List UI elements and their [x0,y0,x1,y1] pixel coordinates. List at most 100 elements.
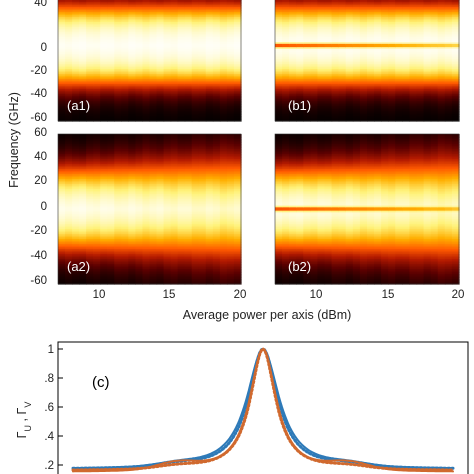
heatmap-cell [135,87,144,90]
heatmap-cell [296,84,304,87]
heatmap-cell [416,27,425,30]
heatmap-cell [219,107,228,110]
heatmap-cell [226,15,235,18]
heatmap-cell [367,5,375,8]
heatmap-cell [58,33,66,37]
heatmap-cell [72,114,80,117]
heatmap-cell [444,45,453,48]
heatmap-cell [72,235,80,238]
heatmap-cell [107,70,115,73]
heatmap-cell [107,37,115,40]
heatmap-cell [114,60,122,63]
heatmap-cell [345,75,354,78]
heatmap-cell [191,0,200,3]
heatmap-cell [114,13,122,16]
heatmap-cell [219,77,228,80]
heatmap-cell [444,3,453,6]
heatmap-cell [93,100,101,104]
heatmap-cell [86,79,94,82]
heatmap-cell [184,100,193,104]
heatmap-cell [205,28,214,31]
heatmap-cell [437,10,446,13]
heatmap-cell [303,104,311,107]
heatmap-cell [86,102,94,105]
heatmap-cell [345,102,354,105]
heatmap-cell [409,67,418,70]
heatmap-cell [310,50,319,53]
heatmap-cell [184,15,193,18]
heatmap-cell [451,37,460,40]
heatmap-cell [79,182,87,185]
heatmap-cell [128,65,137,68]
heatmap-cell [72,47,80,50]
heatmap-cell [65,82,73,85]
heatmap-cell [402,18,411,21]
heatmap-cell [142,92,151,95]
heatmap-cell [226,16,235,20]
heatmap-cell [212,47,221,50]
heatmap-cell [367,18,375,21]
heatmap-cell [226,53,235,57]
heatmap-cell [128,16,137,20]
heatmap-cell [437,38,446,42]
heatmap-cell [58,180,66,183]
heatmap-cell [282,43,290,47]
heatmap-cell [58,185,66,188]
heatmap-cell [58,245,66,248]
heatmap-cell [409,11,418,15]
heatmap-cell [142,22,151,25]
heatmap-cell [65,157,73,160]
heatmap-cell [345,10,354,13]
heatmap-cell [367,65,375,68]
heatmap-cell [198,97,207,100]
heatmap-cell [381,70,389,73]
heatmap-cell [338,0,347,3]
heatmap-cell [79,70,87,73]
heatmap-cell [444,92,453,95]
heatmap-cell [205,18,214,21]
heatmap-cell [79,119,87,122]
heatmap-cell [388,92,396,95]
heatmap-cell [289,119,297,122]
heatmap-cell [100,0,108,3]
heatmap-cell [72,260,80,263]
heatmap-cell [430,52,439,55]
heatmap-cell [198,117,207,120]
heatmap-cell [58,250,66,253]
heatmap-cell [79,99,87,102]
heatmap-cell [282,72,290,75]
heatmap-cell [79,16,87,20]
heatmap-cell [331,80,340,84]
heatmap-cell [177,79,186,82]
heatmap-cell [331,0,340,3]
heatmap-cell [100,38,108,42]
heatmap-cell [100,22,108,25]
heatmap-cell [402,1,411,5]
heatmap-cell [212,52,221,55]
heatmap-cell [345,20,354,23]
heatmap-cell [338,53,347,57]
heatmap-cell [135,38,144,42]
heatmap-cell [72,154,80,157]
heatmap-cell [219,40,228,43]
heatmap-cell [388,45,396,48]
heatmap-cell [388,40,396,43]
heatmap-cell [402,107,411,110]
heatmap-cell [388,67,396,70]
heatmap-cell [100,27,108,30]
heatmap-cell [191,55,200,58]
heatmap-cell [177,30,186,33]
heatmap-cell [184,117,193,120]
heatmap-cell [430,35,439,38]
heatmap-cell [451,33,460,37]
heatmap-cell [212,28,221,31]
heatmap-cell [184,0,193,3]
heatmap-cell [331,77,340,80]
heatmap-cell [191,109,200,112]
heatmap-cell [121,70,129,73]
heatmap-cell [72,165,80,168]
heatmap-cell [219,82,228,85]
heatmap-cell [275,5,283,8]
heatmap-cell [219,3,228,6]
heatmap-cell [121,48,129,52]
